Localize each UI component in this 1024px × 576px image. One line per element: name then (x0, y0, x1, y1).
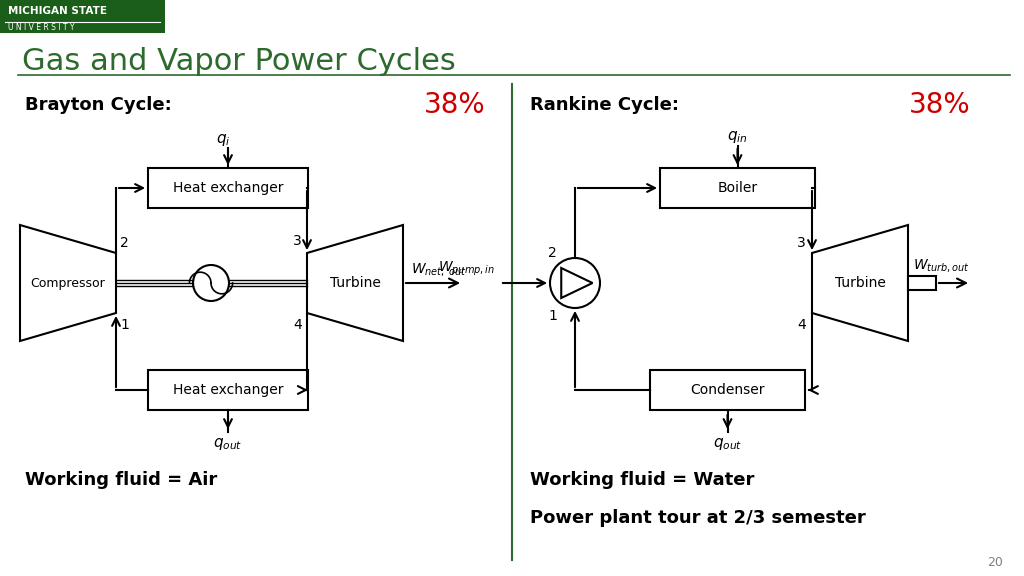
Text: $q_{in}$: $q_{in}$ (727, 129, 748, 145)
Polygon shape (20, 225, 116, 341)
Text: 1: 1 (548, 309, 557, 323)
Polygon shape (561, 268, 593, 298)
Text: 20: 20 (987, 555, 1002, 569)
Polygon shape (812, 225, 908, 341)
Circle shape (550, 258, 600, 308)
Text: 4: 4 (798, 318, 806, 332)
Text: Power plant tour at 2/3 semester: Power plant tour at 2/3 semester (530, 509, 865, 527)
Text: $q_{out}$: $q_{out}$ (713, 436, 742, 452)
Text: 2: 2 (120, 236, 129, 250)
Text: Heat exchanger: Heat exchanger (173, 383, 284, 397)
Text: 1: 1 (120, 318, 129, 332)
Text: Turbine: Turbine (835, 276, 886, 290)
Text: Boiler: Boiler (718, 181, 758, 195)
Text: 2: 2 (548, 246, 557, 260)
Text: Working fluid = Air: Working fluid = Air (25, 471, 217, 489)
Text: Gas and Vapor Power Cycles: Gas and Vapor Power Cycles (22, 47, 456, 77)
Bar (0, 0, 165, 33)
Text: U N I V E R S I T Y: U N I V E R S I T Y (8, 22, 75, 32)
Text: 3: 3 (798, 236, 806, 250)
Text: Rankine Cycle:: Rankine Cycle: (530, 96, 679, 114)
Text: MICHIGAN STATE: MICHIGAN STATE (8, 6, 106, 16)
Text: Condenser: Condenser (690, 383, 765, 397)
Text: Brayton Cycle:: Brayton Cycle: (25, 96, 172, 114)
Bar (148, 370, 308, 410)
Text: Working fluid = Water: Working fluid = Water (530, 471, 755, 489)
Text: Turbine: Turbine (330, 276, 381, 290)
Bar (908, 276, 936, 290)
Text: 38%: 38% (424, 91, 485, 119)
Text: $W_{pump,in}$: $W_{pump,in}$ (438, 260, 495, 278)
Bar (148, 168, 308, 208)
Bar (660, 168, 815, 208)
Text: $W_{turb,out}$: $W_{turb,out}$ (913, 256, 970, 274)
Text: $q_{out}$: $q_{out}$ (213, 436, 243, 452)
Text: $q_i$: $q_i$ (216, 132, 230, 148)
Circle shape (193, 265, 229, 301)
Text: $W_{net,\ out}$: $W_{net,\ out}$ (411, 260, 467, 278)
Text: Compressor: Compressor (31, 276, 105, 290)
Text: Heat exchanger: Heat exchanger (173, 181, 284, 195)
Text: 4: 4 (293, 318, 302, 332)
Bar (650, 370, 805, 410)
Text: 38%: 38% (909, 91, 971, 119)
Text: 3: 3 (293, 234, 302, 248)
Polygon shape (307, 225, 403, 341)
